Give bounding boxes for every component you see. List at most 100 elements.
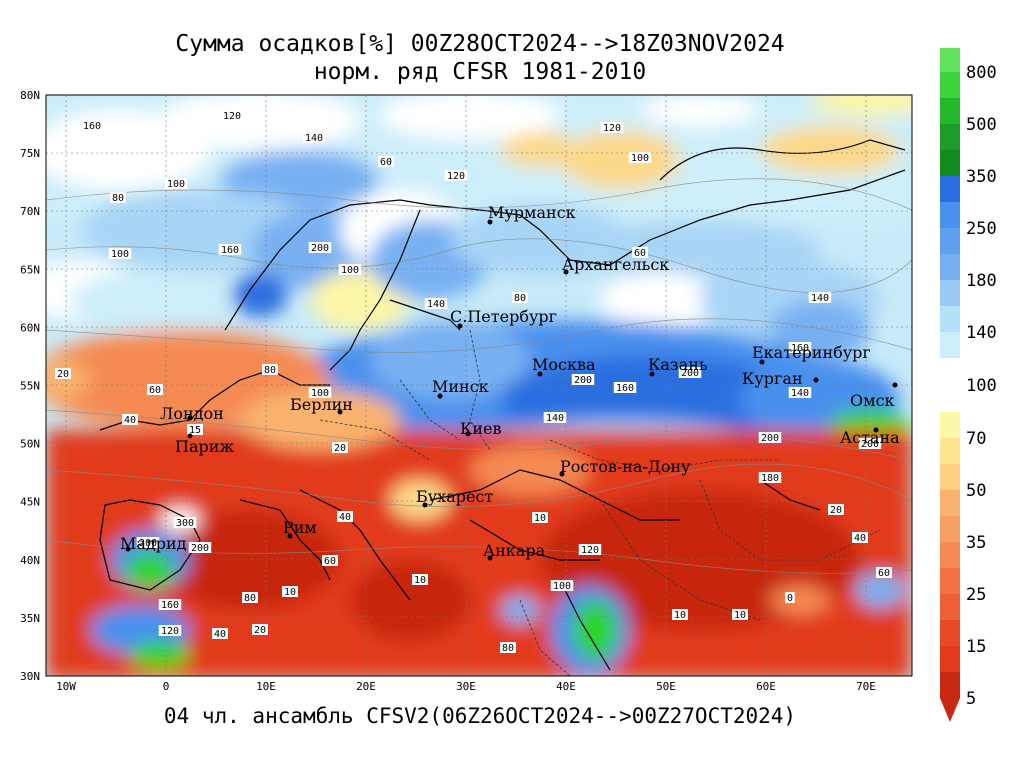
city-label: Лондон — [160, 404, 224, 423]
contour-label: 20 — [334, 443, 346, 454]
contour-label: 120 — [447, 171, 465, 182]
contour-label-bg — [136, 537, 160, 548]
longitude-axis: 10W 0 10E 20E 30E 40E 50E 60E 70E — [56, 680, 876, 693]
contour-label-bg — [444, 170, 468, 181]
colorbar-label: 500 — [966, 115, 997, 135]
contour-label-bg — [338, 264, 362, 275]
lat-tick-label: 75N — [20, 147, 40, 160]
city-marker — [187, 415, 193, 421]
contour-label-bg — [218, 244, 242, 255]
contour-label-bg — [571, 374, 595, 385]
contour-label-bg — [512, 292, 528, 303]
contour-label-bg — [302, 132, 326, 143]
lat-tick-label: 45N — [20, 496, 40, 509]
colorbar-label: 100 — [966, 376, 997, 396]
colorbar-swatch — [940, 490, 960, 516]
lon-tick-label: 60E — [756, 680, 776, 693]
contour-label: 160 — [221, 245, 239, 256]
contour-label: 200 — [681, 368, 699, 379]
contour-label-bg — [758, 432, 782, 443]
contour-label: 160 — [161, 600, 179, 611]
contour-label: 80 — [112, 193, 124, 204]
colorbar-swatch — [940, 464, 960, 490]
contour-label-bg — [632, 247, 648, 258]
contour-label-bg — [550, 580, 574, 591]
contour-label-bg — [262, 364, 278, 375]
lon-tick-label: 20E — [356, 680, 376, 693]
contour-label-bg — [212, 628, 228, 639]
colorbar-top-arrow — [940, 48, 960, 72]
coastlines — [99, 139, 906, 671]
contour-label: 300 — [176, 518, 194, 529]
city-label: Париж — [175, 437, 234, 456]
colorbar-label: 25 — [966, 585, 986, 605]
contour-label-bg — [322, 555, 338, 566]
colorbar-label: 5 — [966, 689, 976, 709]
city-label: Мурманск — [488, 203, 576, 222]
contour-label: 80 — [502, 643, 514, 654]
contour-label: 0 — [787, 593, 793, 604]
city-label: С.Петербург — [450, 307, 557, 326]
lon-tick-label: 30E — [456, 680, 476, 693]
city-label: Омск — [850, 391, 895, 410]
colorbar-label: 250 — [966, 219, 997, 239]
contour-label: 40 — [854, 533, 866, 544]
contour-label: 10 — [534, 513, 546, 524]
colorbar-swatch — [940, 516, 960, 542]
colorbar-boxes — [940, 48, 960, 722]
contour-label: 100 — [311, 388, 329, 399]
contour-label-bg — [543, 412, 567, 423]
contour-label: 100 — [341, 265, 359, 276]
lat-tick-label: 70N — [20, 205, 40, 218]
colorbar-label: 15 — [966, 637, 986, 657]
lat-tick-label: 30N — [20, 670, 40, 683]
contour-label: 120 — [223, 111, 241, 122]
lon-tick-label: 0 — [163, 680, 170, 693]
contour-label-bg — [532, 512, 548, 523]
contour-label: 200 — [574, 375, 592, 386]
colorbar-labels: 800 500 350 250 180 140 100 70 50 35 25 15 5 — [966, 63, 997, 709]
contour-label: 60 — [878, 568, 890, 579]
colorbar-swatch — [940, 438, 960, 464]
contour-label-bg — [672, 609, 688, 620]
colorbar-swatch — [940, 98, 960, 124]
city-label: Архангельск — [562, 255, 669, 274]
contour-lines — [46, 178, 912, 574]
contour-label: 120 — [161, 626, 179, 637]
contour-label: 15 — [189, 425, 201, 436]
contour-label-bg — [242, 592, 258, 603]
contour-label: 200 — [191, 543, 209, 554]
lat-tick-label: 80N — [20, 89, 40, 102]
contour-label-bg — [785, 592, 795, 603]
city-labels: Мурманск Архангельск С.Петербург Москва Каза… — [120, 203, 900, 561]
contour-label: 140 — [811, 293, 829, 304]
contour-label: 120 — [603, 123, 621, 134]
contour-label: 100 — [111, 249, 129, 260]
lat-tick-label: 60N — [20, 321, 40, 334]
contour-label-bg — [808, 292, 832, 303]
colorbar-label: 35 — [966, 533, 986, 553]
contour-label: 120 — [581, 545, 599, 556]
city-marker — [125, 546, 131, 552]
city-label: Берлин — [290, 395, 353, 414]
city-marker — [437, 393, 443, 399]
contour-label-bg — [308, 242, 332, 253]
contour-label: 10 — [414, 575, 426, 586]
contour-label-bg — [308, 387, 332, 398]
ensemble-footer: 04 чл. ансамбль CFSV2(06Z26OCT2024-->00Z… — [163, 704, 797, 728]
borders — [319, 329, 881, 676]
contour-label-bg — [122, 414, 138, 425]
lat-tick-label: 40N — [20, 554, 40, 567]
contour-label: 200 — [139, 538, 157, 549]
lon-tick-label: 10W — [56, 680, 76, 693]
contour-label: 80 — [244, 593, 256, 604]
contour-label: 80 — [264, 365, 276, 376]
city-marker — [457, 323, 463, 329]
contour-label-bg — [788, 342, 812, 353]
contour-label: 20 — [254, 625, 266, 636]
colorbar-label: 350 — [966, 167, 997, 187]
map-title: Сумма осадков[%] 00Z28OCT2024-->18Z03NOV… — [175, 31, 785, 57]
colorbar-swatch — [940, 542, 960, 568]
